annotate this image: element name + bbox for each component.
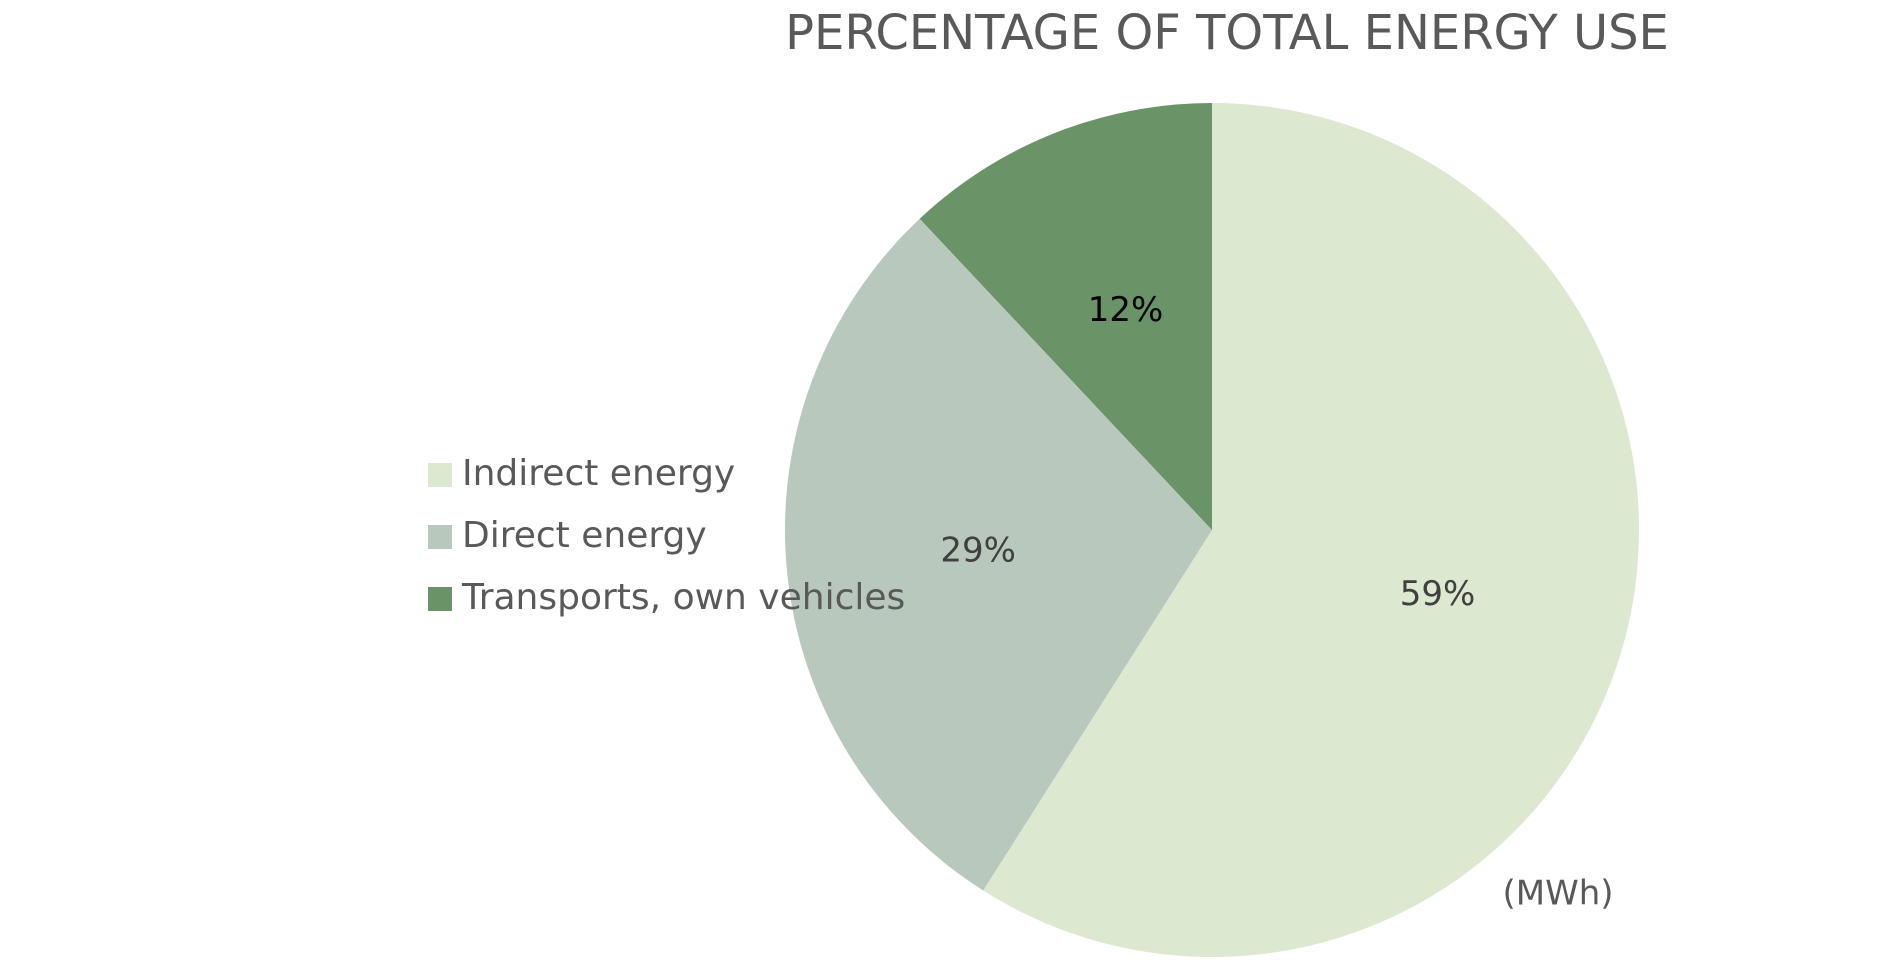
legend-swatch: [428, 525, 452, 549]
data-label: 59%: [1400, 574, 1476, 614]
legend-label: Transports, own vehicles: [461, 577, 905, 618]
annotation: (MWh): [1502, 874, 1613, 914]
chart-title: PERCENTAGE OF TOTAL ENERGY USE: [785, 5, 1669, 61]
data-label: 29%: [940, 531, 1016, 571]
pie-slice: [784, 218, 1212, 891]
data-label: 12%: [1088, 290, 1164, 330]
legend-label: Direct energy: [462, 515, 707, 556]
legend-label: Indirect energy: [462, 453, 735, 494]
pie-slice: [919, 103, 1212, 530]
legend-swatch: [428, 463, 452, 487]
pie-slice: [983, 103, 1640, 958]
legend-swatch: [428, 587, 452, 611]
